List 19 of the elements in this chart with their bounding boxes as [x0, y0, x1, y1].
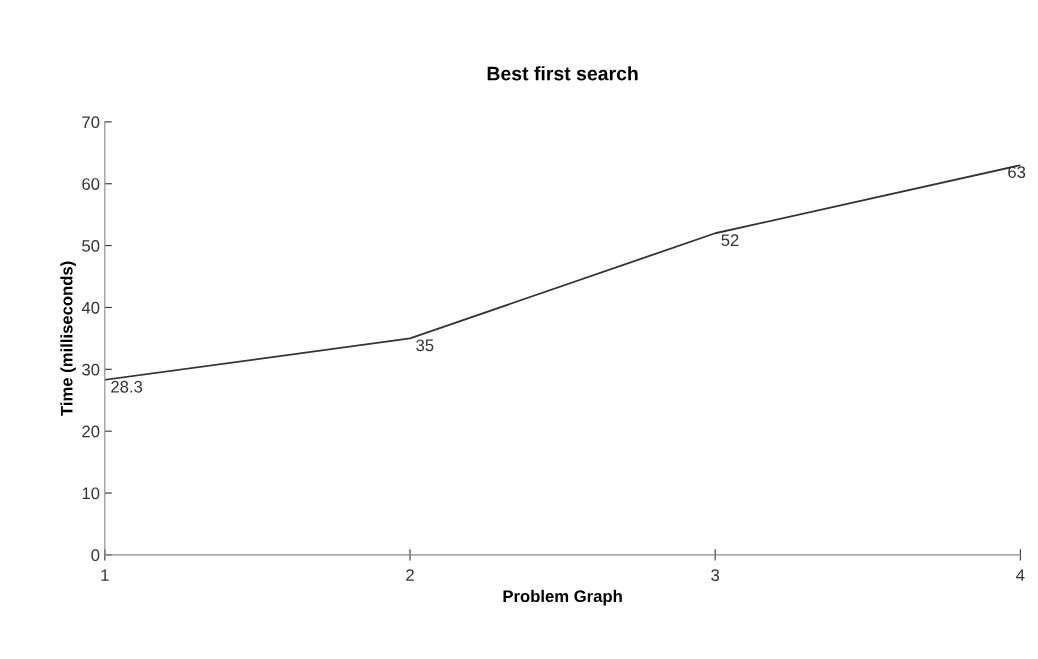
- data-label: 28.3: [111, 380, 143, 393]
- chart-title: Best first search: [487, 66, 638, 81]
- data-label: 52: [721, 234, 739, 247]
- y-tick-label: 30: [82, 363, 100, 376]
- x-axis-title: Problem Graph: [503, 589, 622, 606]
- y-tick-label: 10: [82, 487, 100, 500]
- x-tick-label: 3: [711, 569, 720, 582]
- y-tick-label: 0: [91, 549, 100, 562]
- y-tick-label: 40: [81, 301, 100, 314]
- y-tick-label: 70: [82, 116, 100, 129]
- data-label: 63: [1008, 166, 1026, 179]
- x-tick-label: 4: [1016, 569, 1025, 581]
- y-tick-label: 20: [82, 425, 100, 438]
- x-tick-label: 2: [406, 569, 414, 581]
- x-tick-label: 1: [101, 569, 109, 581]
- y-tick-label: 50: [82, 240, 100, 252]
- y-tick-label: 60: [82, 178, 100, 190]
- data-label: 35: [416, 339, 434, 352]
- y-axis-title: Time (milliseconds): [60, 261, 76, 416]
